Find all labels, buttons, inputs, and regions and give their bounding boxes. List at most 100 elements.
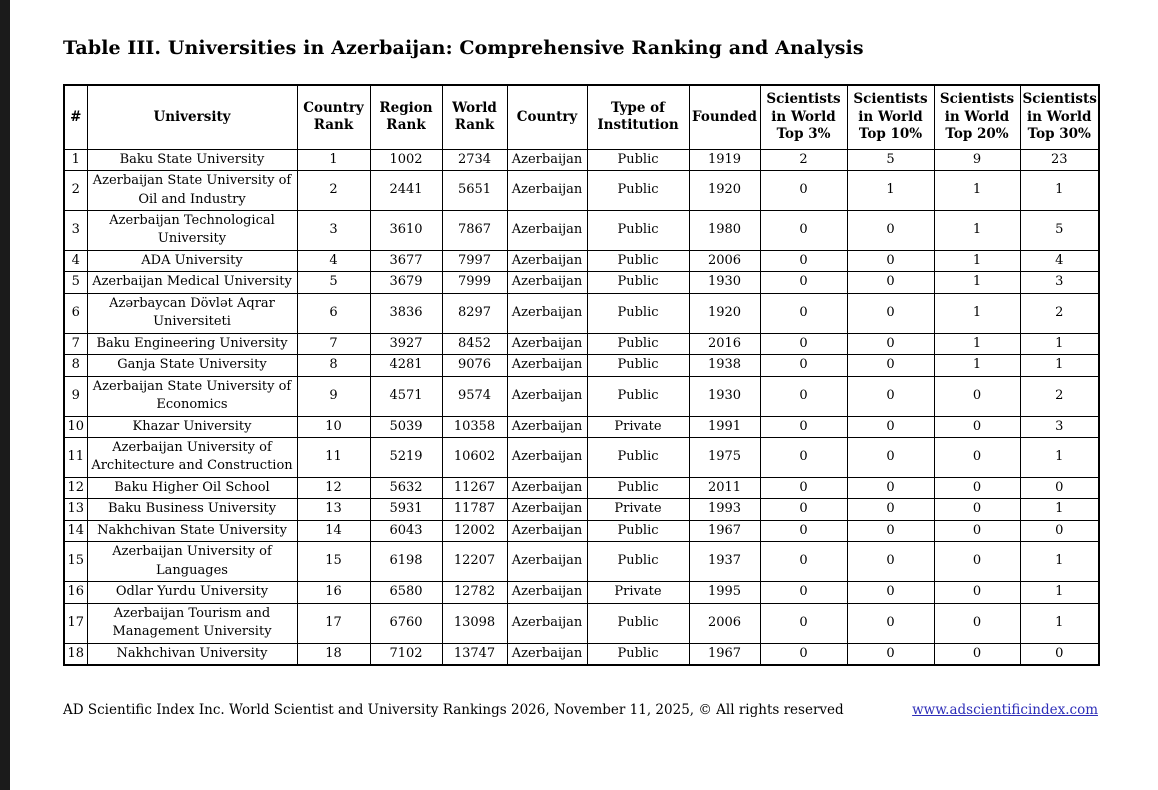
cell: 5651 [441, 170, 508, 211]
cell: Azerbaijan [506, 170, 588, 211]
cell: Public [586, 170, 690, 211]
rankings-table: # University Country Rank Region Rank World … [63, 84, 1100, 666]
cell: Public [586, 332, 690, 356]
cell: 13098 [441, 602, 508, 644]
cell: 16 [296, 581, 371, 604]
table-body: 1 Baku State University 1 1002 2734 Azerbaija… [63, 148, 1100, 666]
cell: Azerbaijan [506, 642, 588, 666]
cell: 1 [933, 249, 1021, 273]
cell: 0 [846, 541, 935, 583]
cell: 2 [63, 170, 88, 211]
cell: Public [586, 602, 690, 644]
cell: 0 [759, 271, 848, 294]
cell: 4281 [369, 354, 443, 377]
column-header: Country Rank [296, 84, 371, 150]
cell: 17 [63, 602, 88, 644]
cell: 9574 [441, 375, 508, 417]
left-edge-bar [0, 0, 10, 790]
cell: 1 [1019, 602, 1100, 644]
cell: Azerbaijan [506, 332, 588, 356]
table-row: 14 Nakhchivan State University 14 6043 12002… [63, 519, 1100, 543]
cell: 0 [759, 292, 848, 334]
cell: Public [586, 476, 690, 500]
cell: Azerbaijan State University of Economics [86, 375, 298, 417]
table-row: 6 Azərbaycan Dövlət Aqrar Universiteti 6 38… [63, 292, 1100, 334]
cell: 8452 [441, 332, 508, 356]
cell: 9 [63, 375, 88, 417]
cell: 10358 [441, 415, 508, 438]
cell: 10 [296, 415, 371, 438]
cell: 0 [846, 602, 935, 644]
cell: 7 [63, 332, 88, 356]
cell: Nakhchivan University [86, 642, 298, 666]
cell: Khazar University [86, 415, 298, 438]
cell: 1 [1019, 354, 1100, 377]
table-row: 9 Azerbaijan State University of Economic… [63, 375, 1100, 417]
cell: Azerbaijan Tourism and Management Univer… [86, 602, 298, 644]
cell: Azerbaijan [506, 498, 588, 521]
cell: 1 [63, 148, 88, 172]
cell: 7867 [441, 210, 508, 251]
cell: 3677 [369, 249, 443, 273]
cell: 5 [846, 148, 935, 172]
cell: 0 [846, 498, 935, 521]
cell: Azerbaijan Medical University [86, 271, 298, 294]
cell: 0 [759, 332, 848, 356]
footer-link[interactable]: www.adscientificindex.com [912, 701, 1098, 718]
cell: 0 [846, 210, 935, 251]
cell: 0 [1019, 476, 1100, 500]
cell: 17 [296, 602, 371, 644]
cell: 2 [296, 170, 371, 211]
cell: 1995 [688, 581, 761, 604]
cell: 12782 [441, 581, 508, 604]
cell: 0 [759, 354, 848, 377]
cell: 1 [933, 332, 1021, 356]
cell: 6043 [369, 519, 443, 543]
cell: 0 [933, 581, 1021, 604]
cell: 0 [759, 519, 848, 543]
cell: Azerbaijan [506, 292, 588, 334]
cell: Public [586, 541, 690, 583]
cell: 2016 [688, 332, 761, 356]
cell: 1 [933, 354, 1021, 377]
cell: 0 [1019, 642, 1100, 666]
cell: 3836 [369, 292, 443, 334]
cell: 1937 [688, 541, 761, 583]
cell: 1 [933, 170, 1021, 211]
table-row: 5 Azerbaijan Medical University 5 3679 7999 A… [63, 271, 1100, 294]
cell: 13 [296, 498, 371, 521]
cell: 5039 [369, 415, 443, 438]
cell: Baku Higher Oil School [86, 476, 298, 500]
cell: 11 [63, 436, 88, 478]
cell: 13747 [441, 642, 508, 666]
cell: 6580 [369, 581, 443, 604]
cell: 5219 [369, 436, 443, 478]
cell: 9 [296, 375, 371, 417]
cell: 10 [63, 415, 88, 438]
cell: 2006 [688, 602, 761, 644]
cell: 8 [63, 354, 88, 377]
cell: 0 [933, 642, 1021, 666]
cell: 9076 [441, 354, 508, 377]
table-row: 16 Odlar Yurdu University 16 6580 12782 Azerb… [63, 581, 1100, 604]
cell: Azerbaijan [506, 354, 588, 377]
cell: Azerbaijan [506, 375, 588, 417]
cell: 18 [296, 642, 371, 666]
footer-copyright: AD Scientific Index Inc. World Scientist… [63, 701, 844, 718]
cell: 0 [759, 498, 848, 521]
cell: 7997 [441, 249, 508, 273]
cell: Public [586, 354, 690, 377]
cell: Azerbaijan University of Languages [86, 541, 298, 583]
cell: Public [586, 642, 690, 666]
cell: 5 [296, 271, 371, 294]
table-row: 3 Azerbaijan Technological University 3 361… [63, 210, 1100, 251]
cell: 2011 [688, 476, 761, 500]
table-row: 2 Azerbaijan State University of Oil and … [63, 170, 1100, 211]
cell: Azerbaijan [506, 210, 588, 251]
cell: Baku Business University [86, 498, 298, 521]
cell: 1 [1019, 581, 1100, 604]
cell: 0 [1019, 519, 1100, 543]
cell: Azerbaijan [506, 476, 588, 500]
cell: 0 [846, 271, 935, 294]
cell: 1 [933, 271, 1021, 294]
